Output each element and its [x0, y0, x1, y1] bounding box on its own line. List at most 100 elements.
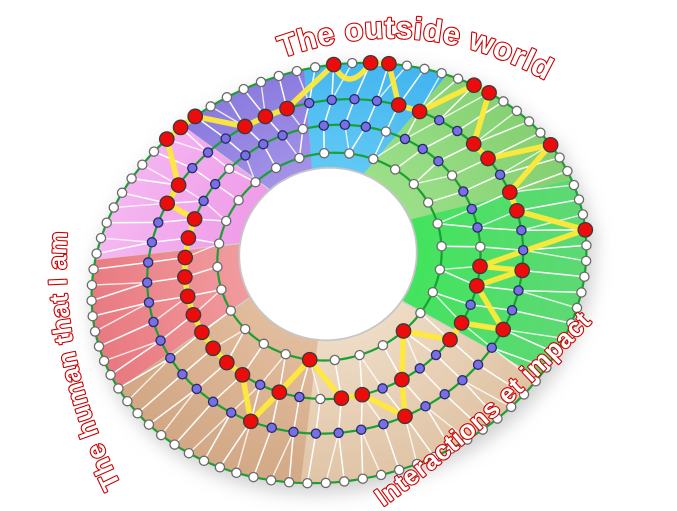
wheel-node[interactable]: [513, 285, 524, 296]
wheel-node[interactable]: [558, 333, 570, 344]
wheel-node[interactable]: [234, 366, 251, 383]
wheel-node[interactable]: [95, 232, 107, 244]
wheel-node[interactable]: [240, 150, 251, 161]
wheel-node[interactable]: [355, 424, 367, 435]
wheel-node[interactable]: [333, 427, 344, 439]
wheel-node[interactable]: [465, 136, 482, 152]
wheel-node[interactable]: [468, 277, 485, 294]
wheel-node[interactable]: [420, 401, 431, 412]
wheel-node[interactable]: [378, 418, 389, 430]
wheel-node[interactable]: [207, 396, 219, 408]
wheel-node[interactable]: [237, 118, 253, 135]
wheel-node[interactable]: [143, 419, 155, 430]
wheel-node[interactable]: [399, 133, 411, 145]
wheel-node[interactable]: [518, 389, 530, 400]
wheel-node[interactable]: [475, 241, 486, 253]
wheel-node[interactable]: [368, 153, 379, 165]
wheel-node[interactable]: [225, 305, 237, 316]
wheel-node[interactable]: [436, 67, 447, 79]
wheel-node[interactable]: [371, 95, 383, 107]
wheel-node[interactable]: [88, 264, 99, 275]
wheel-node[interactable]: [494, 169, 506, 180]
wheel-node[interactable]: [542, 136, 559, 153]
wheel-node[interactable]: [472, 359, 484, 370]
wheel-node[interactable]: [414, 363, 426, 374]
sector-pink[interactable]: [95, 125, 270, 260]
wheel-node[interactable]: [177, 369, 188, 380]
wheel-node[interactable]: [214, 462, 226, 473]
wheel-node[interactable]: [571, 302, 583, 314]
wheel-node[interactable]: [509, 202, 525, 219]
wheel-node[interactable]: [495, 321, 512, 338]
wheel-node[interactable]: [436, 241, 447, 252]
wheel-node[interactable]: [198, 195, 209, 207]
wheel-node[interactable]: [580, 255, 592, 267]
wheel-node[interactable]: [329, 354, 341, 366]
wheel-node[interactable]: [148, 316, 159, 328]
wheel-node[interactable]: [233, 194, 244, 206]
wheel-node[interactable]: [258, 138, 269, 150]
wheel-node[interactable]: [302, 477, 313, 489]
wheel-node[interactable]: [143, 297, 155, 308]
wheel-node[interactable]: [301, 351, 318, 368]
wheel-node[interactable]: [148, 146, 160, 157]
wheel-node[interactable]: [205, 340, 221, 357]
wheel-node[interactable]: [492, 413, 503, 424]
wheel-node[interactable]: [535, 127, 546, 138]
wheel-node[interactable]: [466, 77, 482, 94]
wheel-node[interactable]: [516, 225, 527, 236]
wheel-node[interactable]: [562, 165, 573, 177]
wheel-node[interactable]: [146, 237, 158, 248]
wheel-node[interactable]: [225, 407, 237, 418]
wheel-node[interactable]: [86, 295, 97, 306]
wheel-node[interactable]: [429, 451, 440, 463]
wheel-node[interactable]: [394, 371, 410, 388]
wheel-node[interactable]: [98, 355, 110, 367]
wheel-node[interactable]: [452, 73, 464, 84]
wheel-node[interactable]: [172, 119, 189, 136]
wheel-node[interactable]: [422, 197, 434, 208]
wheel-node[interactable]: [517, 244, 529, 256]
wheel-node[interactable]: [349, 93, 360, 105]
wheel-node[interactable]: [333, 390, 350, 407]
wheel-node[interactable]: [389, 164, 401, 175]
wheel-node[interactable]: [122, 395, 133, 407]
wheel-node[interactable]: [446, 170, 458, 181]
wheel-node[interactable]: [153, 217, 164, 228]
wheel-node[interactable]: [395, 323, 412, 339]
wheel-node[interactable]: [530, 376, 541, 387]
wheel-node[interactable]: [576, 287, 587, 298]
wheel-node[interactable]: [288, 426, 299, 438]
wheel-node[interactable]: [159, 195, 176, 212]
wheel-node[interactable]: [377, 383, 388, 394]
wheel-node[interactable]: [523, 116, 535, 127]
sector-tan-light[interactable]: [300, 301, 540, 484]
wheel-node[interactable]: [257, 108, 274, 125]
wheel-node[interactable]: [326, 94, 338, 106]
wheel-node[interactable]: [113, 383, 124, 394]
wheel-node[interactable]: [187, 162, 198, 174]
wheel-node[interactable]: [439, 388, 450, 400]
wheel-node[interactable]: [250, 176, 261, 188]
wheel-node[interactable]: [277, 130, 288, 141]
wheel-node[interactable]: [170, 177, 187, 193]
wheel-node[interactable]: [186, 211, 203, 227]
wheel-node[interactable]: [239, 323, 251, 335]
wheel-node[interactable]: [273, 70, 285, 82]
wheel-node[interactable]: [198, 455, 210, 467]
wheel-node[interactable]: [458, 186, 469, 197]
wheel-node[interactable]: [501, 184, 518, 201]
wheel-node[interactable]: [466, 203, 478, 215]
wheel-node[interactable]: [216, 284, 227, 295]
wheel-node[interactable]: [318, 120, 330, 131]
wheel-node[interactable]: [242, 413, 259, 430]
wheel-node[interactable]: [177, 249, 194, 266]
wheel-node[interactable]: [270, 162, 282, 174]
wheel-node[interactable]: [202, 147, 214, 158]
wheel-node[interactable]: [354, 349, 365, 361]
wheel-node[interactable]: [213, 238, 225, 249]
wheel-node[interactable]: [255, 76, 267, 88]
wheel-node[interactable]: [354, 386, 371, 403]
wheel-node[interactable]: [477, 424, 489, 435]
wheel-node[interactable]: [116, 187, 128, 199]
